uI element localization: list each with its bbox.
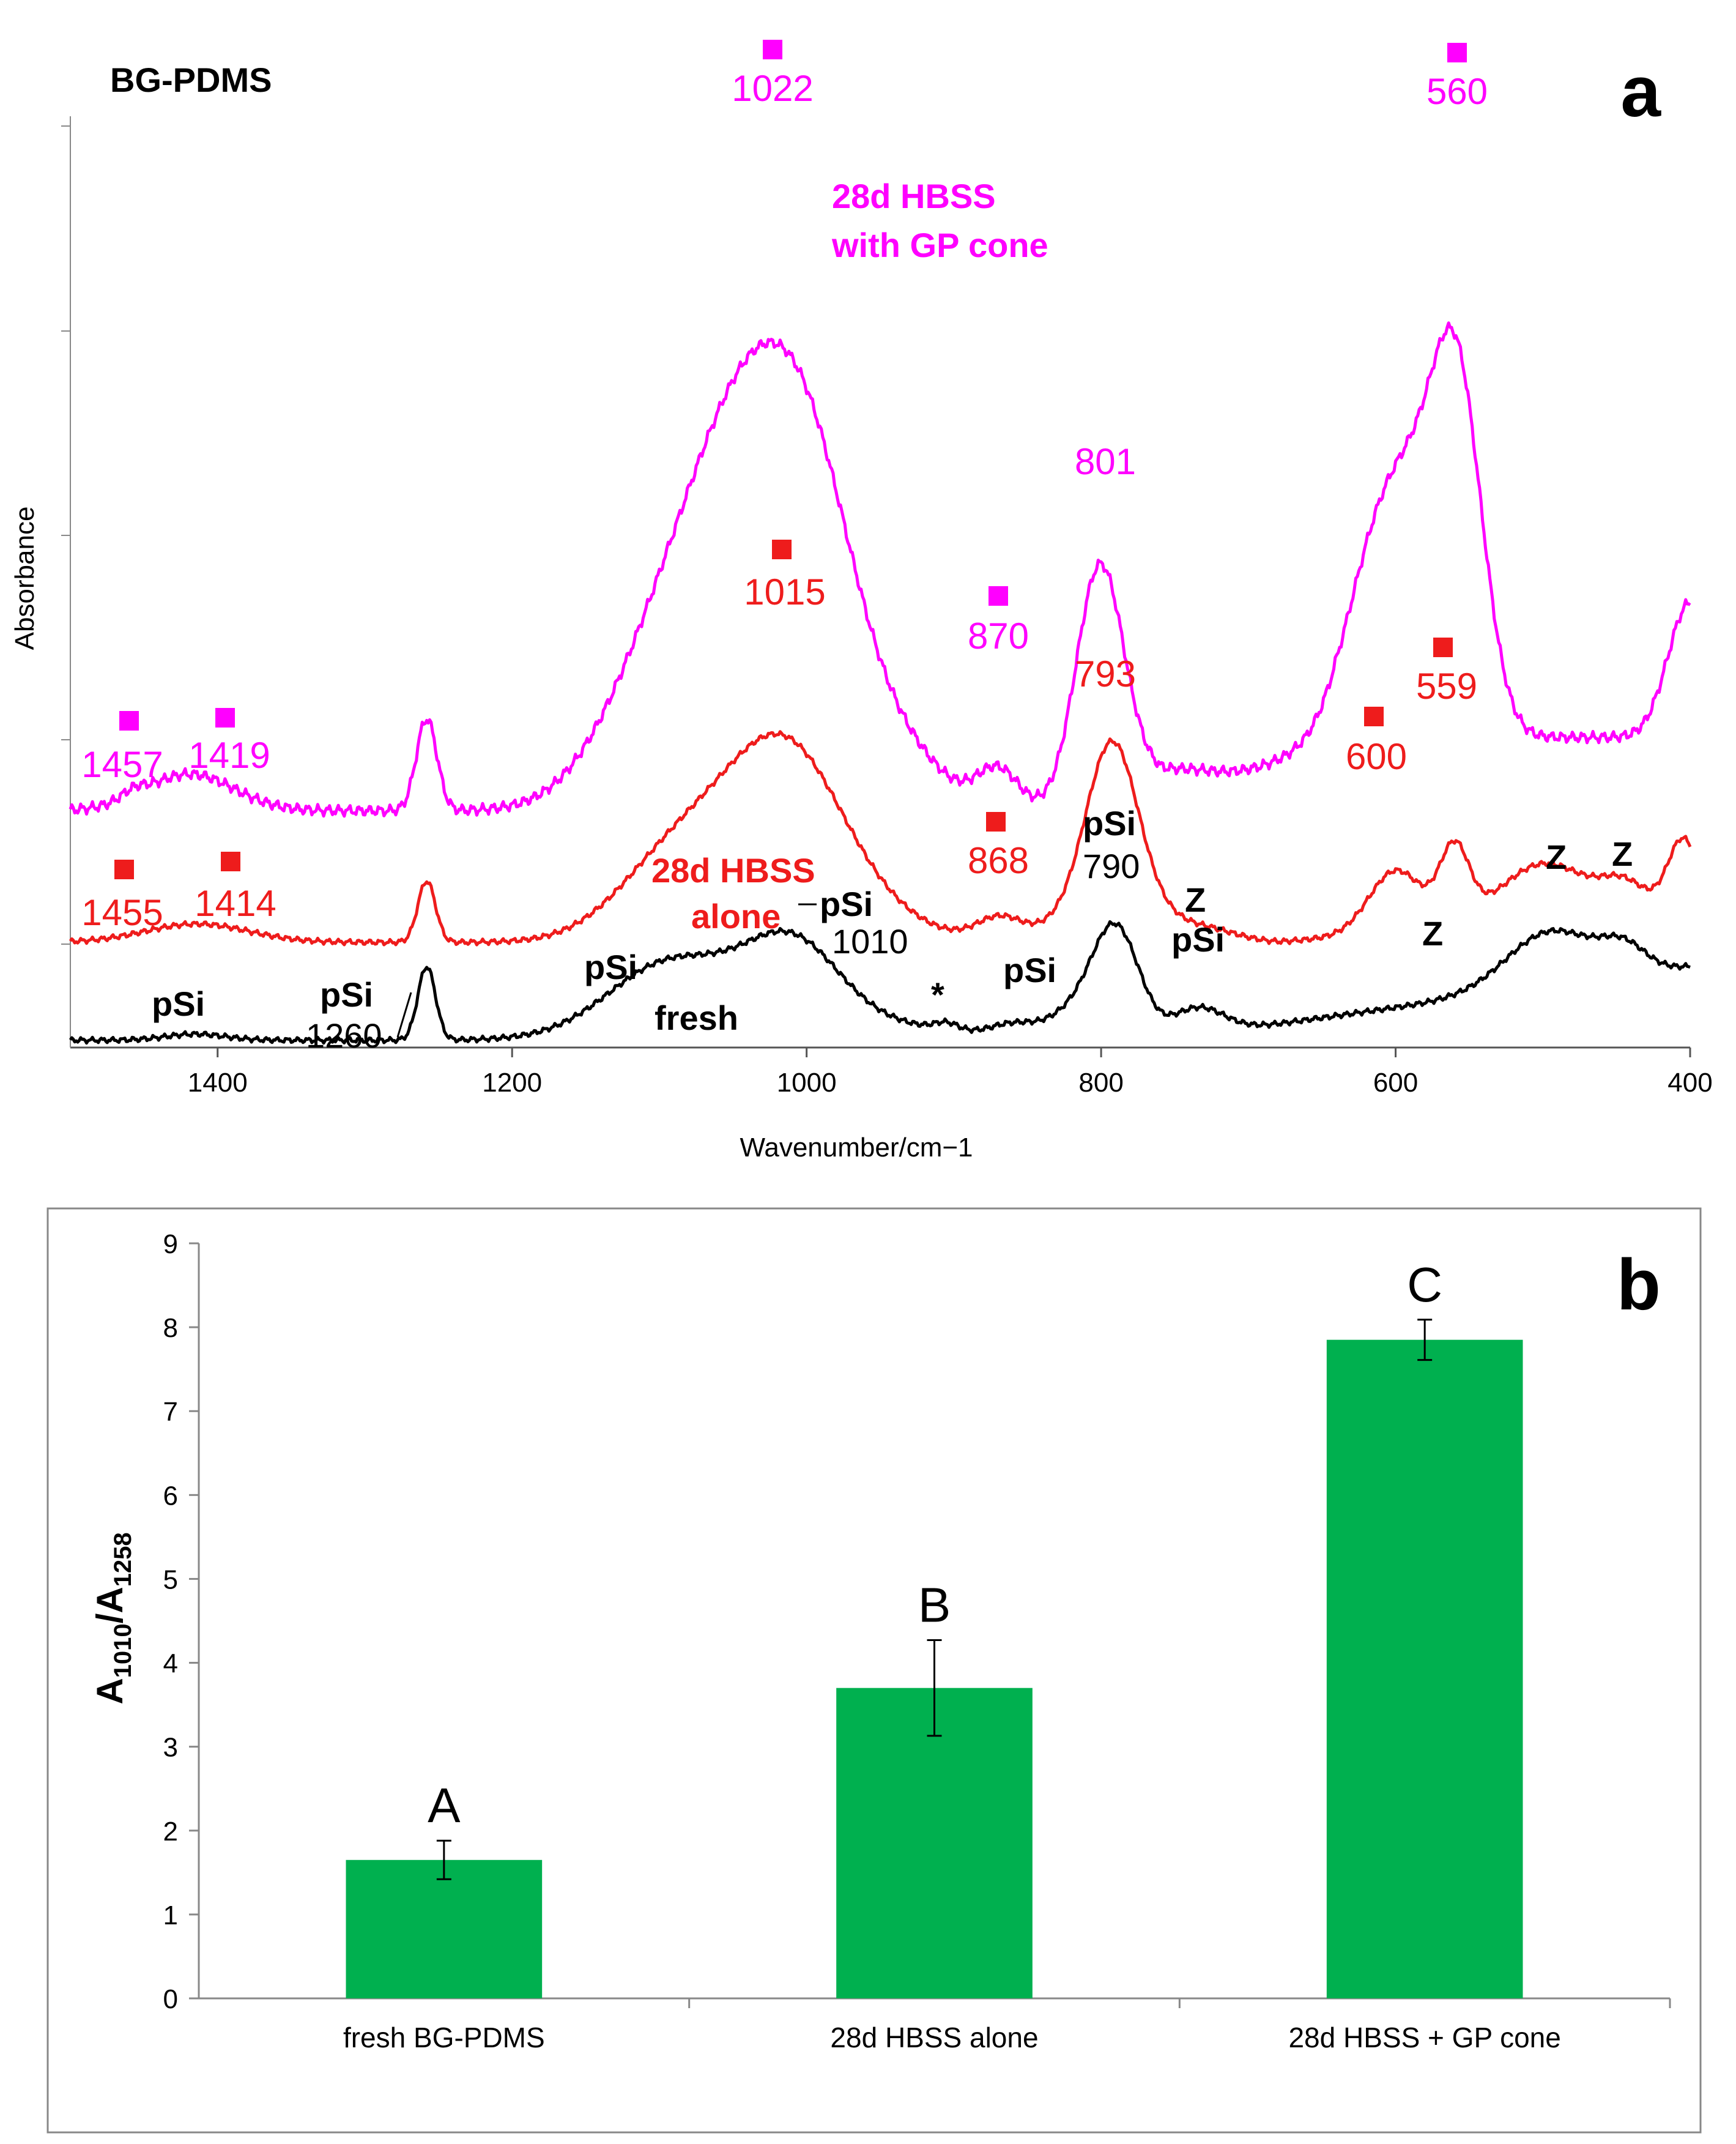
peak-label-1457: 1457 bbox=[81, 744, 163, 785]
peak-label-559: 559 bbox=[1416, 666, 1477, 707]
annot-leader-1260 bbox=[396, 992, 412, 1038]
x-tick-label: 400 bbox=[1667, 1068, 1712, 1098]
panel-b-frame bbox=[46, 1207, 1702, 2134]
peak-label-1414: 1414 bbox=[195, 883, 276, 924]
peak-label-870: 870 bbox=[968, 616, 1029, 657]
fresh-annotations: pSi pSi 1260 pSi pSi 1010 * pSi pSi 790 … bbox=[152, 804, 1633, 1055]
panel-b-letter: b bbox=[1617, 1245, 1661, 1325]
peak-label-560: 560 bbox=[1426, 71, 1488, 112]
peak-marker-1022 bbox=[763, 40, 782, 59]
bar bbox=[1326, 1339, 1523, 1998]
peak-label-1022: 1022 bbox=[732, 68, 813, 109]
peak-marker-870 bbox=[989, 586, 1008, 606]
x-tick-label: 1400 bbox=[188, 1068, 248, 1098]
y-tick-label: 4 bbox=[163, 1649, 178, 1679]
annot-1260: 1260 bbox=[306, 1016, 382, 1055]
annot-psi: pSi bbox=[320, 975, 373, 1014]
annot-psi: pSi bbox=[584, 948, 637, 986]
significance-letter: B bbox=[918, 1578, 951, 1632]
x-tick-label: 600 bbox=[1373, 1068, 1418, 1098]
peak-label-801: 801 bbox=[1075, 441, 1136, 482]
annot-psi: pSi bbox=[1003, 951, 1056, 989]
y-label-slash: /A bbox=[89, 1587, 130, 1623]
y-tick-label: 0 bbox=[163, 1984, 178, 2014]
y-tick-label: 7 bbox=[163, 1397, 178, 1427]
peak-marker-560 bbox=[1447, 43, 1467, 62]
y-tick-label: 8 bbox=[163, 1313, 178, 1343]
y-tick-label: 5 bbox=[163, 1565, 178, 1595]
y-tick-label: 2 bbox=[163, 1817, 178, 1847]
series-label-alone-line1: 28d HBSS bbox=[651, 851, 815, 890]
peak-marker-600 bbox=[1364, 707, 1384, 726]
category-label: 28d HBSS alone bbox=[830, 2022, 1038, 2053]
y-label-sub1: 1010 bbox=[109, 1623, 136, 1678]
panel-a-title: BG-PDMS bbox=[110, 61, 272, 99]
series-label-fresh: fresh bbox=[655, 999, 738, 1037]
spectra-panel: 1400 1200 1000 800 600 400 Wavenumber/cm−1 Ab… bbox=[10, 40, 1713, 1163]
series-label-gp-line2: with GP cone bbox=[831, 226, 1048, 264]
annot-psi: pSi bbox=[820, 885, 873, 923]
peak-label-868: 868 bbox=[968, 840, 1029, 881]
peak-label-600: 600 bbox=[1346, 736, 1407, 777]
annot-psi: pSi bbox=[1171, 920, 1225, 959]
category-label: fresh BG-PDMS bbox=[343, 2022, 545, 2053]
annot-psi: pSi bbox=[152, 985, 205, 1023]
y-ticks: 0 1 2 3 4 5 6 7 8 9 bbox=[163, 1229, 199, 2014]
series-label-alone-line2: alone bbox=[691, 897, 781, 936]
peak-marker-1455 bbox=[114, 860, 134, 879]
y-tick-label: 3 bbox=[163, 1733, 178, 1763]
series-line-fresh bbox=[69, 920, 1691, 1045]
bar bbox=[346, 1859, 543, 1998]
peak-marker-1419 bbox=[215, 708, 235, 728]
peak-group-alone: 1015 793 559 600 868 1455 1414 bbox=[81, 540, 1477, 933]
panel-a-letter: a bbox=[1620, 51, 1661, 132]
x-axis-label: Wavenumber/cm−1 bbox=[740, 1133, 973, 1163]
y-label-a: A bbox=[89, 1678, 130, 1704]
bar bbox=[836, 1688, 1033, 1998]
x-tick-label: 800 bbox=[1078, 1068, 1123, 1098]
category-label: 28d HBSS + GP cone bbox=[1288, 2022, 1560, 2053]
x-ticks: 1400 1200 1000 800 600 400 bbox=[188, 1048, 1713, 1098]
annot-z: Z bbox=[1422, 914, 1443, 953]
peak-marker-868 bbox=[986, 812, 1006, 832]
y-tick-label: 6 bbox=[163, 1481, 178, 1511]
series-line-alone bbox=[69, 730, 1692, 947]
peak-label-1015: 1015 bbox=[744, 571, 825, 612]
annot-1010: 1010 bbox=[832, 922, 908, 961]
peak-marker-559 bbox=[1433, 638, 1453, 657]
annot-star: * bbox=[931, 975, 944, 1014]
annot-z: Z bbox=[1185, 880, 1206, 919]
annot-z: Z bbox=[1546, 838, 1567, 876]
y-tick-label: 1 bbox=[163, 1900, 178, 1930]
peak-group-gp: 1022 560 801 870 1457 1419 bbox=[81, 40, 1488, 785]
series-label-gp-line1: 28d HBSS bbox=[832, 177, 996, 215]
y-axis-label: Absorbance bbox=[10, 507, 40, 650]
x-tick-label: 1000 bbox=[777, 1068, 837, 1098]
x-tick-label: 1200 bbox=[482, 1068, 542, 1098]
y-tick-label: 9 bbox=[163, 1229, 178, 1259]
y-axis-label: A1010/A1258 bbox=[89, 1532, 136, 1704]
peak-label-1419: 1419 bbox=[188, 735, 270, 776]
annot-psi: pSi bbox=[1083, 804, 1136, 843]
peak-marker-1015 bbox=[772, 540, 792, 559]
significance-letter: C bbox=[1407, 1257, 1442, 1312]
series-line-gp bbox=[69, 321, 1691, 818]
annot-790: 790 bbox=[1083, 847, 1140, 885]
peak-marker-1414 bbox=[221, 852, 240, 871]
y-label-sub2: 1258 bbox=[109, 1532, 136, 1587]
significance-letter: A bbox=[428, 1778, 461, 1833]
peak-label-793: 793 bbox=[1075, 653, 1136, 694]
peak-marker-1457 bbox=[119, 711, 139, 731]
peak-label-1455: 1455 bbox=[81, 892, 163, 933]
annot-z: Z bbox=[1612, 835, 1633, 873]
